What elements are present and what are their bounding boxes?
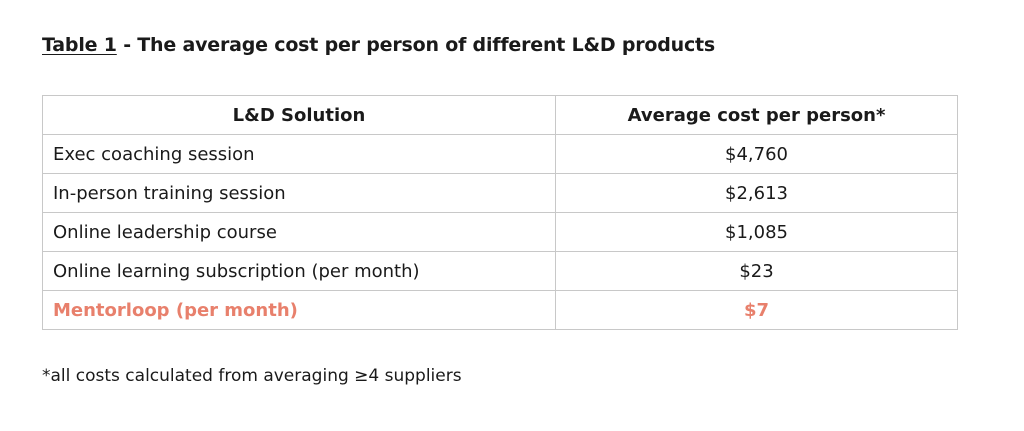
row-solution: Online leadership course (42, 212, 556, 252)
table-header-row: L&D Solution Average cost per person* (42, 95, 958, 135)
table-caption-text: - The average cost per person of differe… (116, 34, 716, 56)
table-row-highlighted: Mentorloop (per month) $7 (42, 290, 958, 330)
table-row: Online leadership course $1,085 (42, 212, 958, 252)
row-cost: $7 (555, 290, 958, 330)
table-row: In-person training session $2,613 (42, 173, 958, 213)
row-solution: Mentorloop (per month) (42, 290, 556, 330)
row-cost: $2,613 (555, 173, 958, 213)
table-row: Online learning subscription (per month)… (42, 251, 958, 291)
footnote: *all costs calculated from averaging ≥4 … (42, 366, 462, 386)
table-caption: Table 1 - The average cost per person of… (42, 34, 715, 56)
row-solution: Online learning subscription (per month) (42, 251, 556, 291)
header-solution: L&D Solution (42, 95, 556, 135)
row-cost: $1,085 (555, 212, 958, 252)
header-cost: Average cost per person* (555, 95, 958, 135)
table-caption-label: Table 1 (42, 34, 117, 56)
row-cost: $23 (555, 251, 958, 291)
table-row: Exec coaching session $4,760 (42, 134, 958, 174)
row-solution: Exec coaching session (42, 134, 556, 174)
cost-comparison-table: L&D Solution Average cost per person* Ex… (42, 95, 958, 330)
row-cost: $4,760 (555, 134, 958, 174)
row-solution: In-person training session (42, 173, 556, 213)
